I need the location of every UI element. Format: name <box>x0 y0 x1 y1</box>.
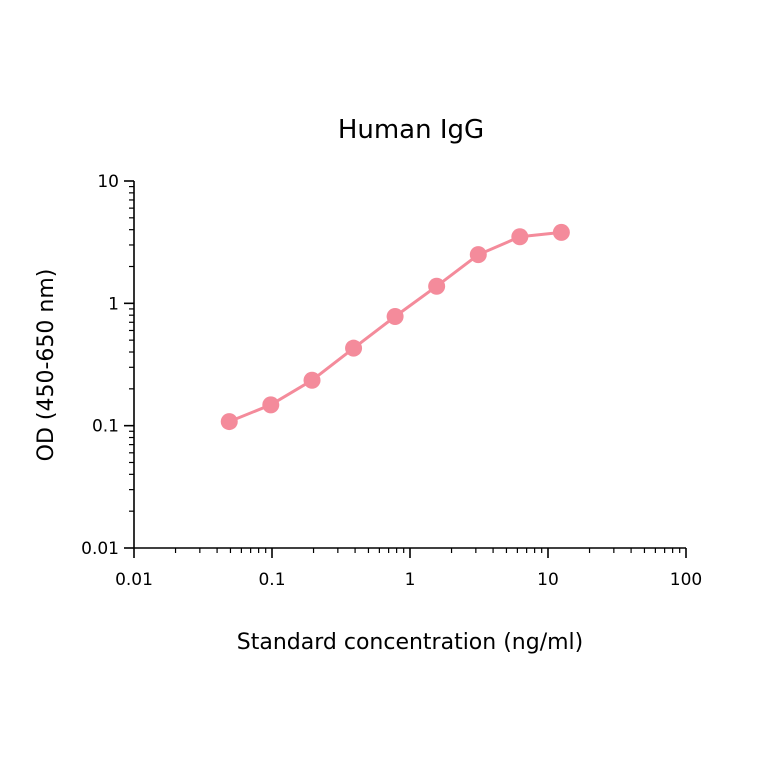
y-tick-label: 1 <box>108 294 119 314</box>
data-point <box>345 339 363 357</box>
x-tick-label: 0.01 <box>115 570 153 590</box>
y-tick-label: 10 <box>97 172 119 192</box>
data-point <box>262 396 280 414</box>
data-point <box>511 228 529 246</box>
data-point <box>386 308 404 326</box>
series-line <box>228 230 562 423</box>
x-tick-label: 100 <box>670 570 702 590</box>
y-tick-label: 0.01 <box>81 539 119 559</box>
y-axis-label: OD (450-650 nm) <box>34 269 59 462</box>
data-point <box>303 371 321 389</box>
data-point <box>220 413 238 431</box>
series-group <box>220 223 570 431</box>
x-tick-label: 10 <box>537 570 559 590</box>
data-point <box>469 246 487 264</box>
y-tick-label: 0.1 <box>92 417 119 437</box>
data-point <box>552 223 570 241</box>
data-point <box>428 277 446 295</box>
x-axis-label: Standard concentration (ng/ml) <box>237 630 583 655</box>
axes: 0.01 0.1 1 10 0.01 0.1 1 10 100 <box>81 172 702 590</box>
x-tick-label: 0.1 <box>258 570 285 590</box>
x-tick-label: 1 <box>405 570 416 590</box>
chart-title: Human IgG <box>338 115 484 145</box>
